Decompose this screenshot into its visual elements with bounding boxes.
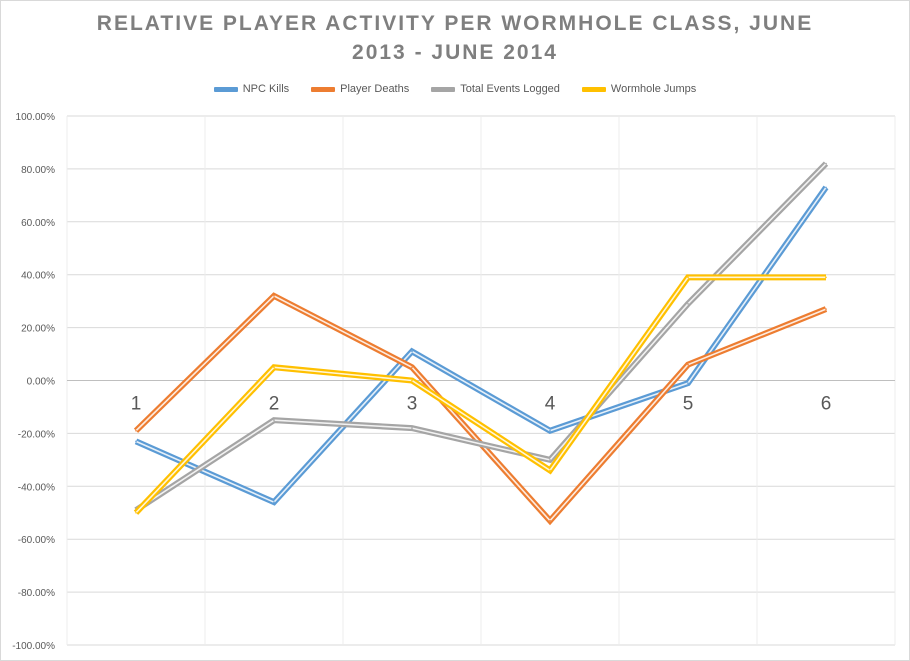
x-tick-label: 2 (269, 394, 280, 415)
x-tick-label: 1 (131, 394, 142, 415)
y-tick-label: -80.00% (18, 588, 55, 599)
y-tick-label: 60.00% (21, 218, 55, 229)
series-npc-kills (134, 185, 829, 506)
data-point-npc-kills (825, 186, 827, 189)
series-line-core-npc-kills (135, 186, 827, 504)
series-line-core-total-events-logged (135, 163, 827, 511)
data-point-wormhole-jumps (411, 379, 413, 382)
gridlines (66, 115, 896, 646)
series-line-core-wormhole-jumps (135, 276, 826, 514)
y-tick-label: -40.00% (18, 482, 55, 493)
data-point-npc-kills (273, 501, 275, 503)
series-total-events-logged (134, 161, 829, 513)
data-point-player-deaths (825, 308, 827, 310)
legend-item-player-deaths: Player Deaths (311, 83, 409, 95)
x-tick-label: 4 (545, 394, 556, 415)
chart-title: RELATIVE PLAYER ACTIVITY PER WORMHOLE CL… (1, 9, 909, 67)
data-point-player-deaths (549, 519, 551, 522)
legend-label-player-deaths: Player Deaths (340, 83, 410, 95)
data-point-player-deaths (273, 295, 275, 297)
legend-swatch-npc-kills (213, 86, 238, 92)
y-tick-label: -20.00% (18, 429, 55, 440)
y-tick-labels: 100.00% 80.00% 60.00% 40.00% 20.00% 0.00% -20.… (12, 112, 55, 652)
legend-label-wormhole-jumps: Wormhole Jumps (610, 83, 697, 95)
legend-swatch-player-deaths (311, 86, 336, 92)
data-point-player-deaths (411, 366, 413, 369)
data-point-npc-kills (135, 440, 137, 443)
x-tick-label: 5 (683, 394, 694, 415)
y-tick-label: 0.00% (27, 377, 55, 388)
legend-item-wormhole-jumps: Wormhole Jumps (581, 83, 697, 95)
data-point-total-events-logged (273, 419, 275, 421)
chart-title-line-2: 2013 - JUNE 2014 (352, 41, 558, 64)
series-lines (133, 161, 829, 526)
data-point-total-events-logged (411, 427, 413, 429)
data-point-total-events-logged (687, 302, 689, 305)
data-point-wormhole-jumps (273, 366, 275, 369)
data-point-total-events-logged (549, 459, 551, 461)
data-point-wormhole-jumps (825, 276, 827, 279)
y-tick-label: -100.00% (12, 641, 55, 652)
legend-label-npc-kills: NPC Kills (242, 83, 290, 95)
x-tick-labels: 1 2 3 4 5 6 (131, 394, 832, 415)
data-point-wormhole-jumps (549, 469, 551, 472)
legend-item-npc-kills: NPC Kills (213, 83, 290, 95)
data-point-npc-kills (549, 429, 551, 432)
data-point-npc-kills (411, 350, 413, 353)
y-tick-label: -60.00% (18, 535, 55, 546)
data-point-wormhole-jumps (687, 276, 689, 279)
data-point-player-deaths (135, 429, 137, 432)
series-wormhole-jumps (133, 274, 827, 515)
y-tick-label: 80.00% (21, 165, 55, 176)
y-tick-label: 100.00% (16, 112, 56, 123)
legend-swatch-wormhole-jumps (581, 86, 606, 92)
legend-item-total-events-logged: Total Events Logged (431, 83, 560, 95)
legend-swatch-total-events-logged (431, 86, 456, 92)
legend-label-total-events-logged: Total Events Logged (460, 83, 560, 95)
x-tick-label: 6 (821, 394, 832, 415)
data-point-wormhole-jumps (135, 511, 137, 514)
y-tick-label: 40.00% (21, 271, 55, 282)
data-point-npc-kills (687, 382, 689, 384)
legend: NPC Kills Player Deaths Total Events Log… (1, 83, 909, 95)
x-tick-label: 3 (407, 394, 418, 415)
data-point-player-deaths (687, 363, 689, 366)
data-point-total-events-logged (825, 162, 827, 165)
y-tick-label: 20.00% (21, 324, 55, 335)
chart-title-line-1: RELATIVE PLAYER ACTIVITY PER WORMHOLE CL… (96, 12, 814, 35)
